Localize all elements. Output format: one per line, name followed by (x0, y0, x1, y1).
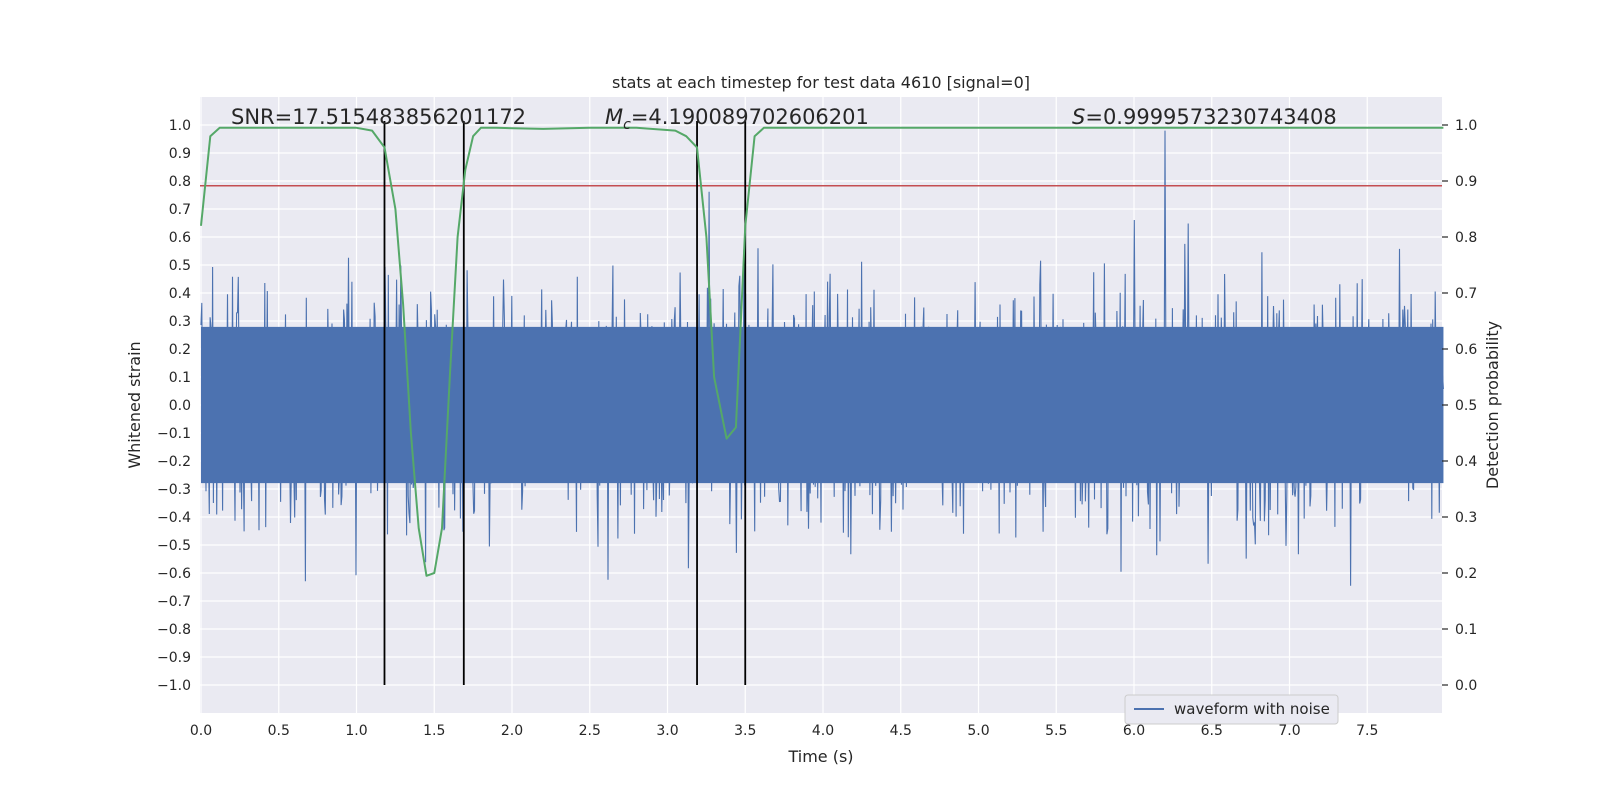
y-tick-label: 1.0 (169, 118, 191, 134)
y-tick-label: 0.5 (169, 258, 191, 274)
y-tick-label: 0.0 (169, 398, 191, 414)
x-tick-label: 3.5 (734, 723, 756, 739)
x-axis-ticks: 0.0 0.5 1.0 1.5 2.0 2.5 3.0 3.5 4.0 4.5 5.0 5.5 6.0 6… (190, 723, 1379, 739)
chirp-mass-annotation: Mc=4.190089702606201 (605, 105, 869, 133)
y2-tick-label: 0.1 (1455, 622, 1477, 638)
x-tick-label: 4.0 (812, 723, 834, 739)
y-tick-label: 0.2 (169, 342, 191, 358)
y-tick-label: 0.6 (169, 230, 191, 246)
snr-annotation: SNR=17.515483856201172 (231, 105, 526, 129)
x-tick-label: 6.0 (1123, 723, 1145, 739)
x-tick-label: 1.5 (423, 723, 445, 739)
significance-symbol: S (1072, 105, 1085, 129)
y-tick-label: −0.5 (157, 538, 191, 554)
y-tick-label: 0.9 (169, 146, 191, 162)
y-axis-label: Whitened strain (125, 341, 144, 468)
y-tick-label: −0.9 (157, 650, 191, 666)
y2-tick-label: 0.0 (1455, 678, 1477, 694)
x-tick-label: 0.0 (190, 723, 212, 739)
x-tick-label: 6.5 (1201, 723, 1223, 739)
y-tick-label: −0.2 (157, 454, 191, 470)
x-tick-label: 3.0 (656, 723, 678, 739)
y-tick-label: 0.7 (169, 202, 191, 218)
y2-tick-label: 0.2 (1455, 566, 1477, 582)
chirp-mass-value: =4.190089702606201 (631, 105, 869, 129)
y2-tick-label: 0.3 (1455, 510, 1477, 526)
x-tick-label: 1.0 (345, 723, 367, 739)
y2-tick-label: 0.9 (1455, 174, 1477, 190)
significance-annotation: S=0.9999573230743408 (1072, 105, 1337, 129)
detection-probability-line (200, 126, 1444, 577)
event-markers (383, 121, 747, 685)
y-tick-label: 0.4 (169, 286, 191, 302)
waveform-with-noise-series (200, 130, 1444, 586)
y-tick-label: 0.8 (169, 174, 191, 190)
chirp-mass-symbol: M (605, 105, 623, 129)
y-tick-label: −0.7 (157, 594, 191, 610)
y-tick-label: −0.3 (157, 482, 191, 498)
x-tick-label: 5.5 (1045, 723, 1067, 739)
y-tick-label: 0.1 (169, 370, 191, 386)
x-tick-label: 5.0 (967, 723, 989, 739)
x-tick-label: 2.0 (501, 723, 523, 739)
y2-tick-label: 0.4 (1455, 454, 1477, 470)
x-axis-label: Time (s) (787, 747, 853, 766)
y-tick-label: −0.1 (157, 426, 191, 442)
y2-tick-label: 1.0 (1455, 118, 1477, 134)
y-tick-label: −0.4 (157, 510, 191, 526)
x-tick-label: 7.0 (1278, 723, 1300, 739)
y-tick-label: −1.0 (157, 678, 191, 694)
x-tick-label: 0.5 (268, 723, 290, 739)
legend: waveform with noise (1124, 694, 1339, 725)
y2-axis-label: Detection probability (1483, 321, 1502, 489)
legend-box (1124, 694, 1339, 725)
y2-axis-ticks: 0.0 0.1 0.2 0.3 0.4 0.5 0.6 0.7 0.8 0.9 1.0 (1442, 118, 1477, 694)
chart-title: stats at each timestep for test data 461… (612, 73, 1030, 92)
y2-tick-label: 0.5 (1455, 398, 1477, 414)
y-tick-label: −0.8 (157, 622, 191, 638)
y-axis-ticks: −1.0 −0.9 −0.8 −0.7 −0.6 −0.5 −0.4 −0.3 −0.2 −0.1… (157, 118, 191, 694)
significance-value: =0.9999573230743408 (1085, 105, 1336, 129)
x-tick-label: 2.5 (579, 723, 601, 739)
x-tick-label: 7.5 (1356, 723, 1378, 739)
y-tick-label: −0.6 (157, 566, 191, 582)
waveform-core-band (201, 326, 1444, 484)
legend-label: waveform with noise (1174, 700, 1330, 718)
x-tick-label: 4.5 (890, 723, 912, 739)
y2-tick-label: 0.8 (1455, 230, 1477, 246)
y2-tick-label: 0.6 (1455, 342, 1477, 358)
y2-tick-label: 0.7 (1455, 286, 1477, 302)
chirp-mass-subscript: c (623, 117, 631, 133)
y-tick-label: 0.3 (169, 314, 191, 330)
